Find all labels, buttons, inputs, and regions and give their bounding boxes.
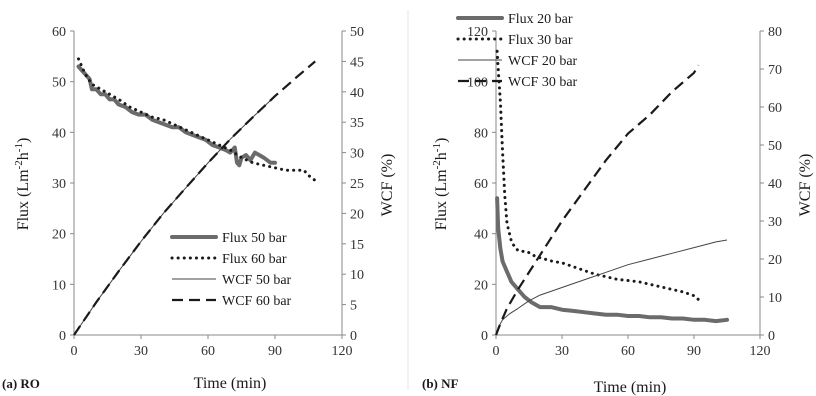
nf-series-wcf-30-bar <box>494 64 700 336</box>
ro-y2-tick-label: 35 <box>350 116 364 131</box>
nf-y-axis-title: Flux (Lm-2h-1) <box>431 138 450 231</box>
ro-y-axis-title-text: Flux (Lm-2h-1) <box>13 138 32 231</box>
ro-y2-tick-label: 30 <box>350 147 364 162</box>
ro-y2-tick-label: 40 <box>350 86 364 101</box>
nf-x-tick-label: 120 <box>750 344 771 359</box>
nf-y2-tick-label: 40 <box>768 177 782 192</box>
ro-legend-label: Flux 60 bar <box>222 252 287 267</box>
nf-y2-axis-title: WCF (%) <box>797 154 814 217</box>
ro-series-flux-50-bar <box>76 64 277 168</box>
ro-y2-tick-label: 45 <box>350 55 364 70</box>
ro-series-wcf-60-bar <box>73 60 316 336</box>
nf-y-tick-label: 80 <box>474 126 488 141</box>
ro-y2-tick-label: 15 <box>350 238 364 253</box>
nf-y2-tick-label: 10 <box>768 291 782 306</box>
nf-plot-area: 0 30 60 90 120020406080100120010203040506070… <box>456 12 782 359</box>
ro-y2-tick-label: 10 <box>350 268 364 283</box>
ro-x-axis-title: Time (min) <box>194 375 267 392</box>
panel-nf: 0 30 60 90 120020406080100120010203040506070… <box>422 12 814 396</box>
ro-y2-tick-label: 5 <box>350 299 357 314</box>
ro-y-tick-label: 60 <box>52 25 66 40</box>
nf-legend-label: Flux 30 bar <box>508 33 573 48</box>
nf-y2-tick-label: 30 <box>768 215 782 230</box>
ro-x-tick-label: 60 <box>201 344 215 359</box>
nf-legend-label: WCF 20 bar <box>508 54 578 69</box>
ro-y-tick-label: 10 <box>52 278 66 293</box>
ro-y2-tick-label: 50 <box>350 25 364 40</box>
ro-y-tick-label: 40 <box>52 126 66 141</box>
nf-series-wcf-20-bar <box>495 239 728 336</box>
ro-y2-tick-label: 0 <box>350 329 357 344</box>
ro-y2-tick-label: 20 <box>350 207 364 222</box>
nf-y-axis-title-text: Flux (Lm-2h-1) <box>431 138 450 231</box>
nf-y-tick-label: 0 <box>481 329 488 344</box>
ro-x-tick-label: 30 <box>134 344 148 359</box>
nf-x-tick-label: 0 <box>493 344 500 359</box>
ro-y2-tick-label: 25 <box>350 177 364 192</box>
nf-y-tick-label: 120 <box>467 25 488 40</box>
ro-legend-label: Flux 50 bar <box>222 231 287 246</box>
nf-legend-label: Flux 20 bar <box>508 12 573 27</box>
nf-y2-tick-label: 20 <box>768 253 782 268</box>
nf-series-flux-30-bar <box>495 49 700 301</box>
ro-x-tick-label: 120 <box>332 344 353 359</box>
ro-series-flux-60-bar <box>77 57 317 182</box>
nf-legend-label: WCF 30 bar <box>508 75 578 90</box>
ro-legend-label: WCF 50 bar <box>222 273 292 288</box>
ro-y-tick-label: 0 <box>59 329 66 344</box>
ro-y-tick-label: 50 <box>52 76 66 91</box>
nf-panel-label: (b) NF <box>422 376 459 391</box>
ro-y2-axis-title: WCF (%) <box>379 154 396 217</box>
nf-x-axis-title: Time (min) <box>594 379 667 396</box>
nf-y2-tick-label: 70 <box>768 63 782 78</box>
ro-y-axis-title: Flux (Lm-2h-1) <box>13 138 32 231</box>
nf-y2-tick-label: 50 <box>768 139 782 154</box>
panel-ro: 0 30 60 90 120010203040506005101520253035404… <box>2 25 396 392</box>
nf-y2-tick-label: 0 <box>768 329 775 344</box>
nf-x-tick-label: 60 <box>621 344 635 359</box>
nf-x-tick-label: 90 <box>687 344 701 359</box>
nf-y-tick-label: 20 <box>474 278 488 293</box>
ro-plot-area: 0 30 60 90 120010203040506005101520253035404… <box>52 25 364 359</box>
nf-x-tick-label: 30 <box>555 344 569 359</box>
nf-y2-tick-label: 60 <box>768 101 782 116</box>
nf-y-tick-label: 40 <box>474 228 488 243</box>
ro-x-tick-label: 90 <box>268 344 282 359</box>
ro-legend-label: WCF 60 bar <box>222 294 292 309</box>
ro-y-tick-label: 30 <box>52 177 66 192</box>
nf-series-flux-20-bar <box>495 196 729 324</box>
ro-panel-label: (a) RO <box>2 376 40 391</box>
nf-y-tick-label: 60 <box>474 177 488 192</box>
ro-y-tick-label: 20 <box>52 228 66 243</box>
nf-y2-tick-label: 80 <box>768 25 782 40</box>
nf-y-tick-label: 100 <box>467 76 488 91</box>
ro-x-tick-label: 0 <box>71 344 78 359</box>
